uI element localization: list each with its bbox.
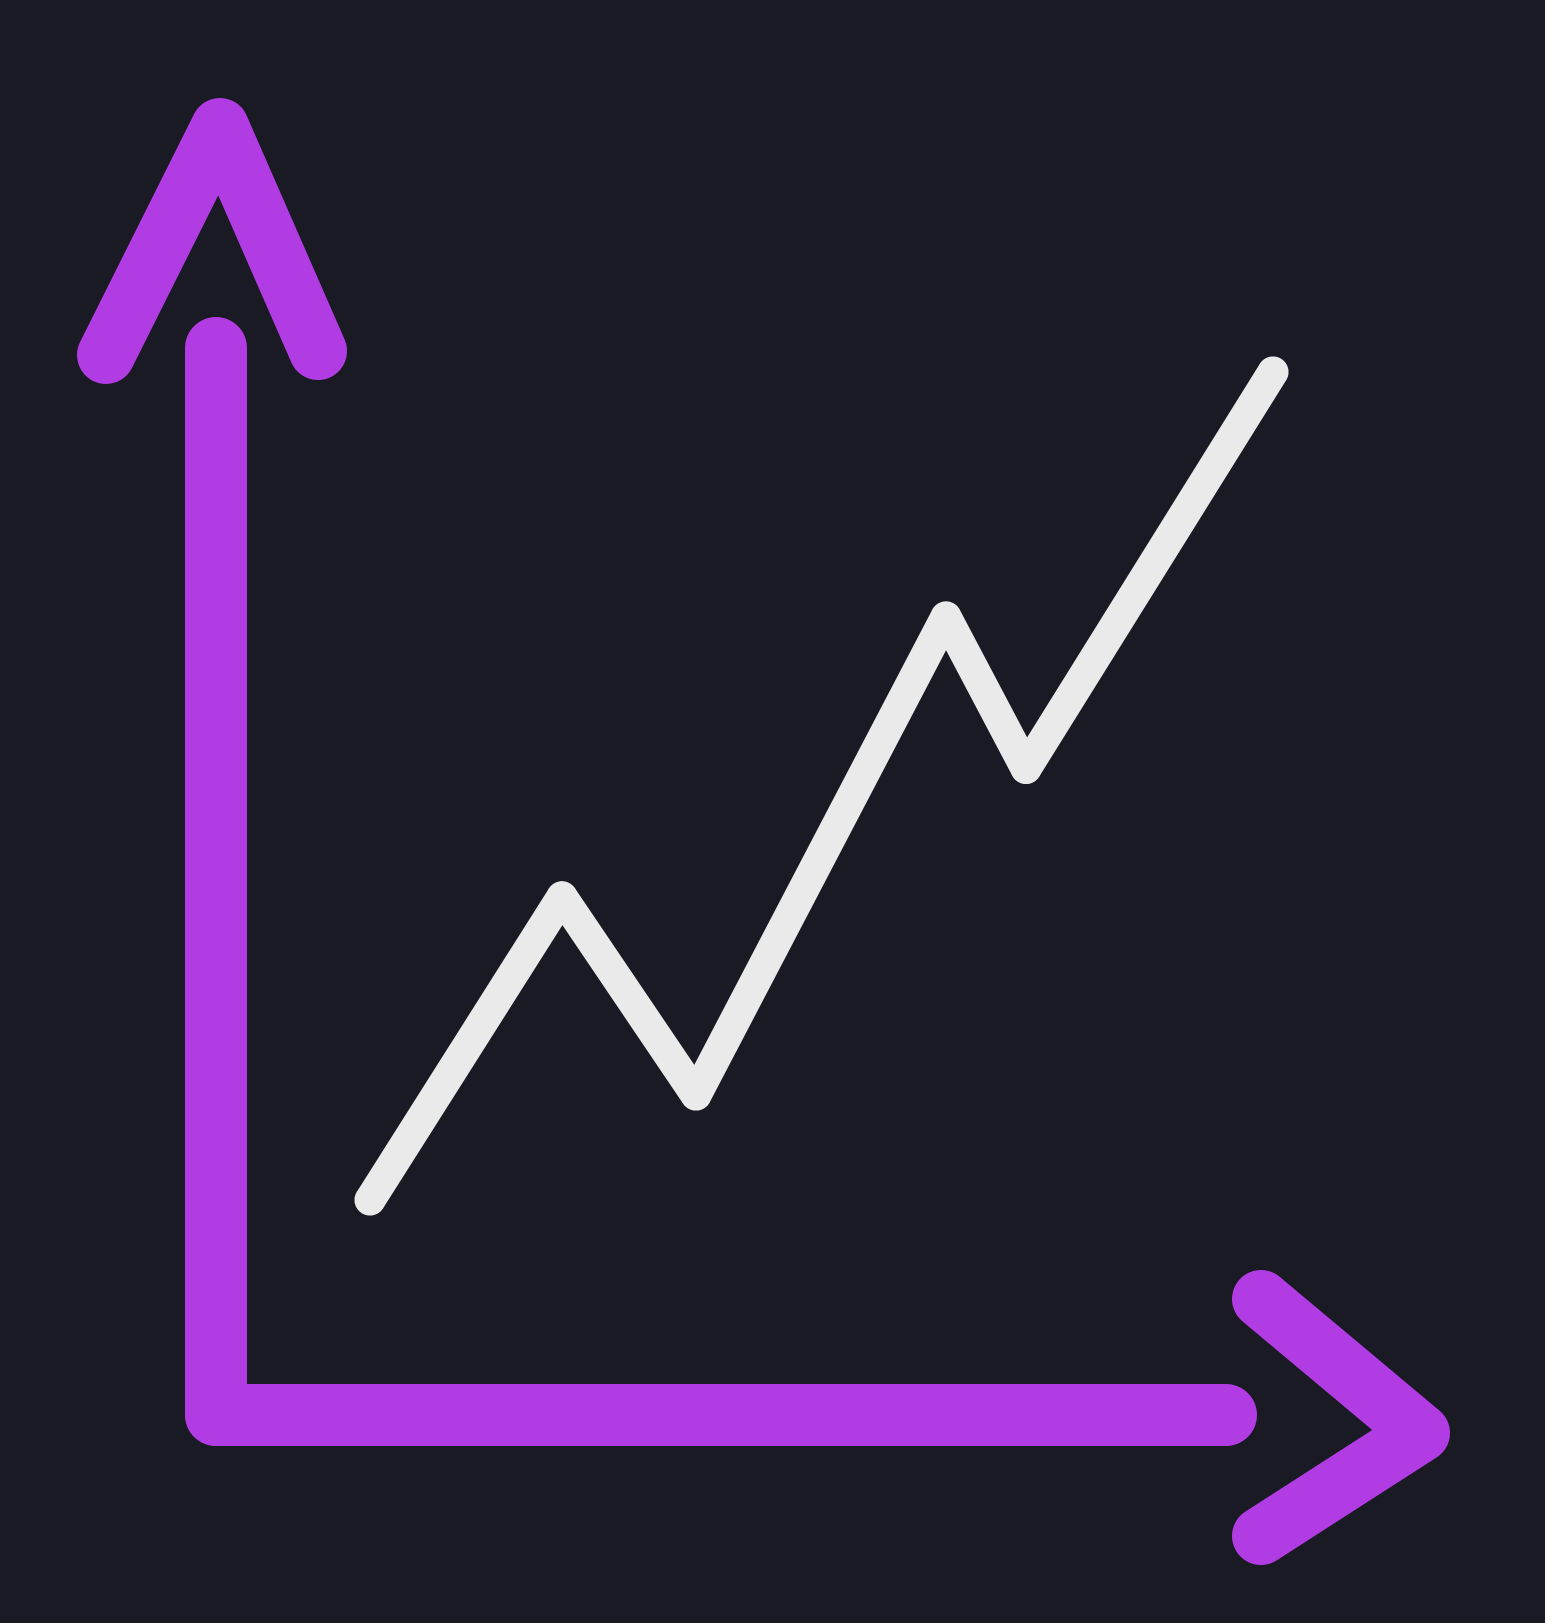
trend-line-point bbox=[680, 1079, 712, 1111]
trend-line-point bbox=[354, 1184, 386, 1216]
trend-line-segment bbox=[1010, 356, 1289, 785]
trend-line-segment bbox=[546, 881, 712, 1111]
trend-line-segment bbox=[354, 881, 578, 1216]
x-axis-arrowhead bbox=[1232, 1270, 1450, 1565]
series-layer bbox=[354, 356, 1289, 1216]
y-axis-arrowhead bbox=[77, 98, 347, 384]
trend-line-point bbox=[546, 881, 578, 913]
trend-line-segment bbox=[680, 601, 962, 1111]
trend-line-point bbox=[1257, 356, 1289, 388]
trend-line-segment bbox=[930, 601, 1042, 785]
trend-line-point bbox=[930, 601, 962, 633]
trend-line-point bbox=[1010, 753, 1042, 785]
chart-axes bbox=[77, 98, 1450, 1565]
